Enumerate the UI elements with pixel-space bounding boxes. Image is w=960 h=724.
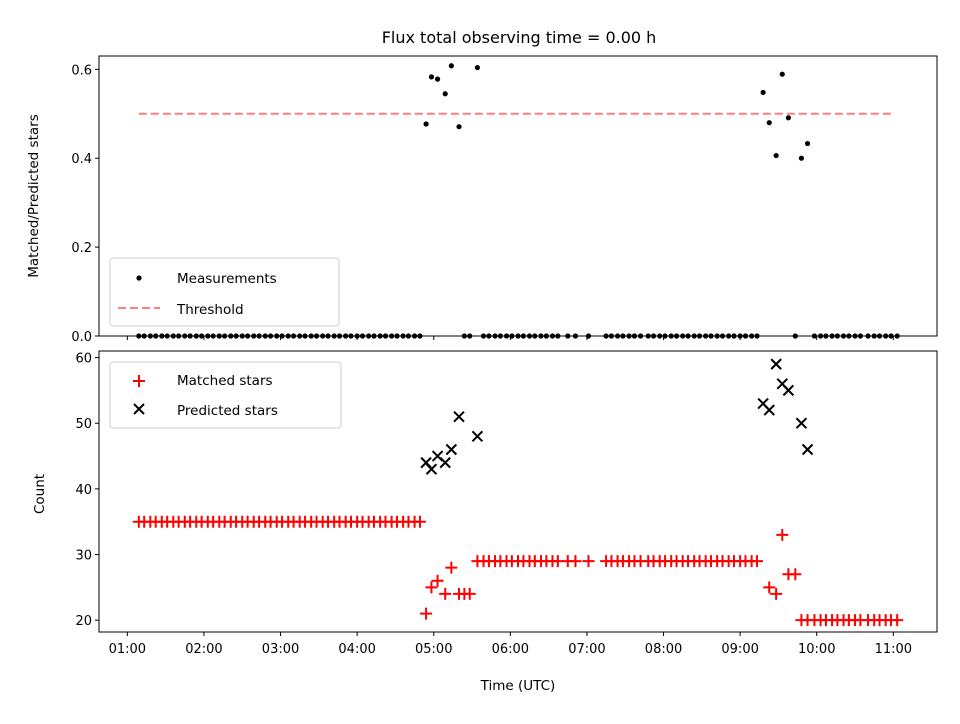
matched-star-point bbox=[420, 607, 433, 620]
bottom-y-tick-label: 40 bbox=[75, 483, 92, 498]
matched-star-point bbox=[891, 614, 904, 627]
matched-star-point bbox=[569, 555, 582, 568]
bottom-plot-frame bbox=[98, 350, 938, 633]
top-y-axis-ticks: 0.0 0.2 0.4 0.6 bbox=[71, 63, 99, 345]
x-tick-label: 01:00 bbox=[109, 642, 146, 657]
x-tick-label: 07:00 bbox=[568, 642, 605, 657]
measurement-point bbox=[785, 115, 791, 121]
bottom-y-tick-label: 50 bbox=[75, 417, 92, 432]
matched-star-point bbox=[770, 587, 783, 600]
bottom-y-tick-label: 20 bbox=[75, 614, 92, 629]
x-tick-label: 09:00 bbox=[721, 642, 758, 657]
legend-measurements-marker bbox=[136, 275, 142, 281]
x-tick-label: 08:00 bbox=[645, 642, 682, 657]
measurement-point bbox=[442, 91, 448, 97]
measurement-point bbox=[474, 64, 481, 71]
predicted-star-point bbox=[763, 404, 775, 416]
measurement-point bbox=[428, 74, 435, 80]
matched-star-point bbox=[776, 528, 789, 541]
matched-star-point bbox=[445, 561, 458, 574]
x-tick-label: 06:00 bbox=[492, 642, 529, 657]
matched-star-point bbox=[789, 568, 802, 581]
legend-predicted-label: Predicted stars bbox=[177, 403, 278, 419]
top-y-tick-label: 0.0 bbox=[71, 330, 92, 345]
predicted-star-point bbox=[453, 410, 465, 423]
top-legend-box bbox=[109, 257, 340, 327]
top-y-tick-label: 0.2 bbox=[71, 241, 92, 256]
predicted-star-point bbox=[770, 358, 782, 370]
x-tick-label: 02:00 bbox=[185, 642, 222, 657]
x-tick-label: 04:00 bbox=[338, 642, 375, 657]
measurement-point bbox=[456, 124, 462, 130]
predicted-star-point bbox=[795, 417, 808, 429]
bottom-legend: Matched stars Predicted stars bbox=[109, 361, 342, 429]
predicted-star-point bbox=[439, 456, 451, 469]
x-axis-label: Time (UTC) bbox=[480, 678, 556, 694]
measurement-point bbox=[760, 89, 766, 96]
predicted-star-point bbox=[782, 384, 795, 397]
top-y-axis-label: Matched/Predicted stars bbox=[26, 114, 42, 277]
measurement-point bbox=[798, 155, 805, 161]
chart-title: Flux total observing time = 0.00 h bbox=[382, 28, 657, 47]
predicted-star-point bbox=[425, 463, 438, 475]
matched-star-point bbox=[413, 515, 426, 528]
measurement-point bbox=[766, 120, 772, 126]
legend-threshold-label: Threshold bbox=[176, 302, 244, 318]
legend-matched-marker bbox=[133, 375, 145, 387]
matched-star-point bbox=[425, 581, 438, 594]
x-tick-label: 05:00 bbox=[415, 642, 452, 657]
x-tick-label: 10:00 bbox=[798, 642, 835, 657]
measurement-point bbox=[434, 76, 441, 82]
predicted-star-point bbox=[471, 430, 484, 443]
measurement-point bbox=[448, 63, 454, 69]
measurement-point bbox=[779, 71, 785, 77]
predicted-stars-points bbox=[420, 358, 814, 475]
bottom-x-axis-ticks: 01:00 02:00 03:00 04:00 05:00 06:00 07:00 08:00… bbox=[109, 632, 912, 657]
x-tick-label: 11:00 bbox=[875, 642, 912, 657]
top-legend: Measurements Threshold bbox=[109, 257, 340, 327]
bottom-y-tick-label: 30 bbox=[75, 549, 92, 564]
matched-star-point bbox=[463, 587, 476, 600]
bottom-y-tick-label: 60 bbox=[75, 352, 92, 367]
bottom-legend-box bbox=[109, 361, 342, 429]
measurement-point bbox=[773, 152, 779, 159]
legend-matched-label: Matched stars bbox=[177, 373, 273, 389]
matched-star-point bbox=[431, 574, 444, 587]
top-y-tick-label: 0.4 bbox=[71, 152, 92, 167]
legend-measurements-label: Measurements bbox=[177, 271, 277, 287]
matched-stars-points bbox=[132, 515, 904, 627]
predicted-star-point bbox=[445, 443, 458, 456]
top-plot-frame bbox=[98, 55, 938, 337]
matched-star-point bbox=[750, 555, 763, 568]
measurement-point bbox=[423, 121, 429, 127]
matched-star-point bbox=[763, 581, 776, 594]
x-tick-label: 03:00 bbox=[262, 642, 299, 657]
legend-predicted-marker bbox=[133, 403, 145, 415]
bottom-y-axis-ticks: 20 30 40 50 60 bbox=[75, 352, 99, 629]
top-y-tick-label: 0.6 bbox=[71, 63, 92, 78]
bottom-y-axis-label: Count bbox=[32, 474, 48, 514]
matched-star-point bbox=[439, 587, 452, 600]
matched-star-point bbox=[582, 555, 595, 568]
predicted-star-point bbox=[801, 443, 814, 456]
measurement-point bbox=[804, 140, 811, 147]
